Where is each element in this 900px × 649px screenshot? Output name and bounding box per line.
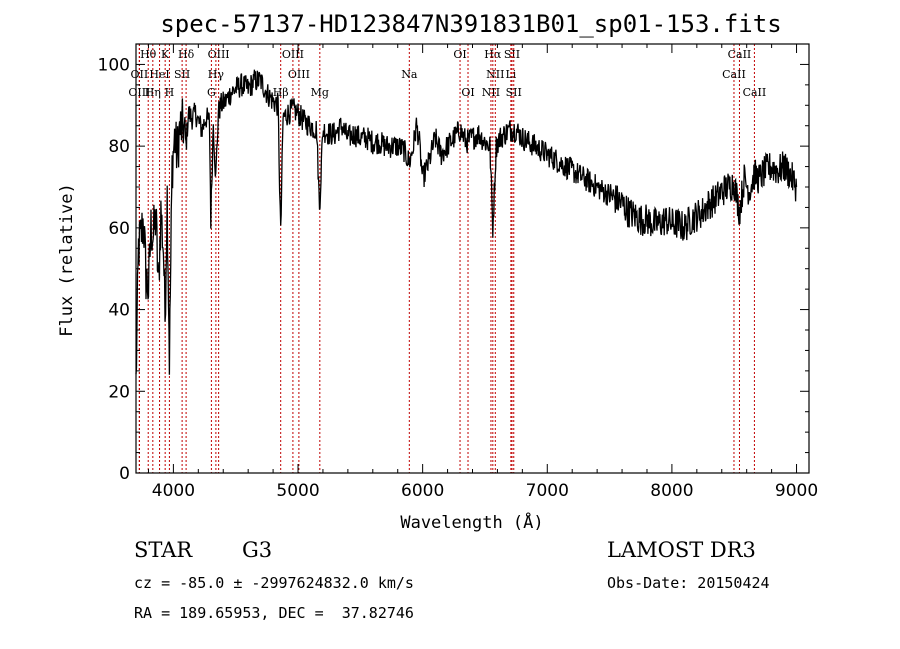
line-label: OIII [128, 86, 150, 99]
obs-date-text: Obs-Date: 20150424 [607, 574, 770, 592]
line-label: HeI [149, 68, 169, 81]
subclass-label: G3 [242, 538, 273, 562]
x-axis-label: Wavelength (Å) [400, 511, 543, 533]
class-label: STAR [134, 538, 193, 562]
line-label: OII [131, 68, 149, 81]
x-tick-label: 8000 [650, 481, 693, 501]
x-tick-label: 6000 [401, 481, 444, 501]
line-label: CaII [728, 48, 752, 61]
y-axis-label: Flux (relative) [57, 183, 77, 337]
y-tick-label: 20 [108, 382, 130, 402]
line-label: Li [505, 68, 516, 81]
line-label: G [207, 86, 216, 99]
line-label: SII [506, 86, 522, 99]
line-label: NII [482, 86, 500, 99]
line-label: Hδ [178, 48, 195, 61]
line-label: CaII [722, 68, 746, 81]
line-label: OI [461, 86, 474, 99]
line-label: Hη [145, 86, 161, 99]
y-tick-label: 100 [98, 55, 130, 75]
plot-frame [135, 43, 810, 474]
line-label: OI [453, 48, 466, 61]
spectrum-line [135, 69, 798, 375]
line-label: OIII [208, 48, 230, 61]
y-tick-label: 60 [108, 219, 130, 239]
x-tick-label: 7000 [526, 481, 569, 501]
y-tick-label: 40 [108, 301, 130, 321]
x-tick-label: 9000 [775, 481, 818, 501]
line-label: Hα [484, 48, 502, 61]
line-label: Hβ [273, 86, 289, 99]
y-tick-label: 0 [119, 464, 130, 484]
y-tick-label: 80 [108, 137, 130, 157]
line-label: H [165, 86, 175, 99]
line-label: Mg [311, 86, 329, 99]
line-label: OIII [282, 48, 304, 61]
axis-ticks: 4000 5000 6000 7000 8000 9000 0 20 40 60 80 100 [98, 44, 818, 501]
line-label: SII [504, 48, 520, 61]
line-label: SII [174, 68, 190, 81]
line-label: Na [401, 68, 418, 81]
redshift-text: cz = -85.0 ± -2997624832.0 km/s [134, 574, 414, 592]
line-label: CaII [743, 86, 767, 99]
line-label: NII [486, 68, 504, 81]
line-label: OIII [288, 68, 310, 81]
x-tick-label: 4000 [152, 481, 195, 501]
coords-text: RA = 189.65953, DEC = 37.82746 [134, 604, 414, 622]
x-tick-label: 5000 [276, 481, 319, 501]
line-label: Hγ [208, 68, 225, 81]
survey-label: LAMOST DR3 [607, 538, 756, 562]
chart-title: spec-57137-HD123847N391831B01_sp01-153.f… [160, 10, 781, 38]
line-label: K [161, 48, 170, 61]
line-label: Hθ [140, 48, 157, 61]
